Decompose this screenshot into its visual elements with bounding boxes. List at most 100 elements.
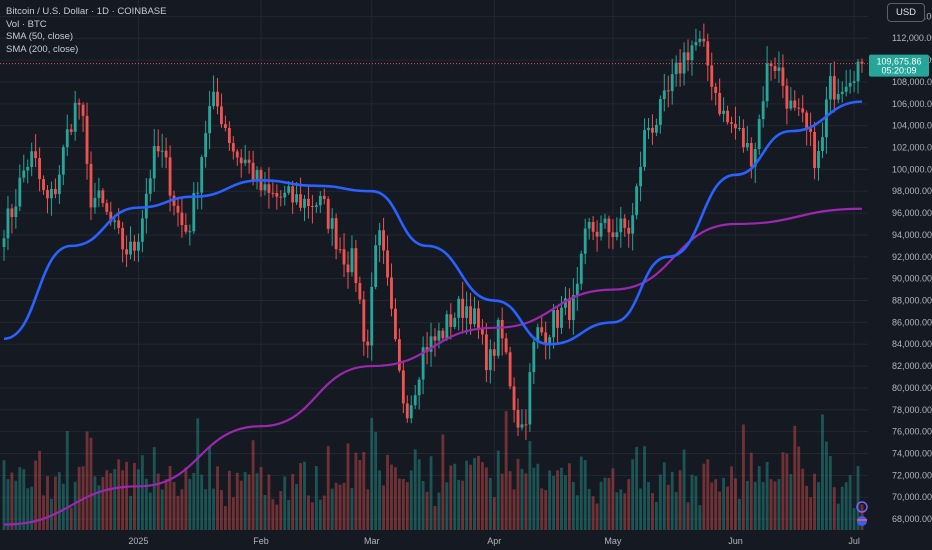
- volume-bar: [785, 453, 789, 530]
- volume-bar: [227, 470, 231, 530]
- volume-bar: [611, 468, 615, 530]
- volume-bar: [801, 468, 805, 530]
- volume-bar: [117, 459, 121, 530]
- volume-bar: [14, 480, 18, 530]
- volume-bar: [390, 464, 393, 530]
- candle-body: [429, 336, 433, 352]
- candle-body: [216, 91, 219, 107]
- candle-body: [821, 137, 824, 152]
- volume-bar: [765, 461, 769, 530]
- candle-body: [757, 119, 761, 150]
- volume-bar: [682, 449, 686, 530]
- candle-body: [488, 349, 492, 371]
- y-tick-label: 86,000.00: [892, 317, 932, 327]
- sma-50-label[interactable]: SMA (50, close): [6, 31, 74, 42]
- volume-bar: [255, 473, 259, 530]
- candle-body: [156, 146, 160, 152]
- candle-body: [394, 308, 397, 340]
- candle-body: [77, 102, 81, 105]
- volume-indicator-label[interactable]: Vol · BTC: [6, 18, 47, 30]
- volume-bar: [231, 497, 235, 530]
- volume-bar: [552, 475, 556, 530]
- volume-bar: [26, 488, 30, 530]
- volume-bar: [817, 482, 820, 530]
- volume-bar: [287, 499, 291, 530]
- candle-body: [694, 42, 698, 46]
- volume-bar: [789, 474, 793, 530]
- axes[interactable]: 68,000.00 70,000.00 72,000.00 74,000.00 76,0…: [128, 11, 932, 546]
- volume-bar: [133, 462, 136, 530]
- candle-body: [769, 63, 773, 67]
- y-tick-label: 80,000.00: [892, 383, 932, 393]
- volume-bar: [714, 479, 718, 530]
- volume-bar: [109, 473, 113, 530]
- candle-body: [14, 206, 18, 218]
- sma-200-label[interactable]: SMA (200, close): [6, 43, 79, 55]
- volume-bar: [148, 492, 152, 530]
- volume-bar: [291, 474, 295, 530]
- candle-body: [726, 110, 729, 123]
- candle-body: [409, 405, 413, 419]
- candle-body: [18, 177, 22, 207]
- last-price-tag-bg: [869, 54, 929, 77]
- symbol-title[interactable]: Bitcoin / U.S. Dollar · 1D · COINBASE: [6, 6, 167, 17]
- candle-body: [682, 52, 686, 74]
- volume-bar: [753, 481, 757, 530]
- candle-body: [275, 192, 279, 197]
- volume-bar: [57, 472, 61, 530]
- y-tick-label: 74,000.00: [892, 449, 932, 459]
- volume-bar: [599, 481, 603, 530]
- candle-body: [89, 163, 93, 208]
- volume-bar: [437, 492, 441, 530]
- volume-bar: [394, 467, 397, 530]
- candle-body: [354, 248, 358, 284]
- candle-body: [730, 122, 733, 124]
- y-tick-label: 78,000.00: [892, 405, 932, 415]
- volume-bar: [18, 467, 22, 530]
- candle-body: [852, 81, 856, 83]
- candles[interactable]: [2, 23, 864, 440]
- volume-bar: [144, 478, 148, 530]
- candle-body: [97, 190, 101, 198]
- volume-bar: [500, 473, 504, 530]
- candle-body: [457, 298, 461, 318]
- candle-body: [615, 232, 619, 238]
- volume-bar: [10, 472, 14, 530]
- candle-body: [22, 170, 26, 178]
- candle-body: [358, 283, 362, 300]
- volume-bar: [477, 455, 480, 530]
- candle-body: [160, 150, 164, 152]
- candle-body: [101, 190, 105, 204]
- event-marker-icon[interactable]: [856, 501, 868, 513]
- volume-bar: [749, 452, 753, 530]
- volume-bar: [61, 483, 65, 530]
- volume-bar: [334, 482, 338, 530]
- volume-bar: [212, 488, 215, 530]
- candle-body: [93, 197, 97, 208]
- candle-body: [168, 157, 172, 196]
- candle-body: [647, 127, 650, 131]
- volume-bar: [366, 489, 370, 530]
- candle-body: [564, 298, 567, 308]
- candle-body: [567, 298, 571, 321]
- candle-body: [334, 218, 338, 250]
- candle-body: [73, 102, 77, 132]
- volume-bar: [168, 466, 172, 530]
- candle-body: [57, 174, 61, 195]
- candle-body: [603, 218, 607, 224]
- volume-bar: [647, 482, 650, 530]
- event-markers[interactable]: [856, 501, 868, 526]
- candle-body: [461, 298, 465, 318]
- volume-bar: [417, 459, 421, 530]
- candle-body: [777, 67, 781, 71]
- volume-bar: [524, 473, 528, 530]
- candle-body: [295, 194, 299, 203]
- volume-bar: [512, 489, 516, 530]
- volume-bar: [405, 482, 409, 530]
- candle-body: [382, 230, 385, 251]
- currency-button[interactable]: USD: [887, 3, 925, 22]
- volume-bar: [251, 440, 255, 530]
- volume-bar: [421, 481, 425, 530]
